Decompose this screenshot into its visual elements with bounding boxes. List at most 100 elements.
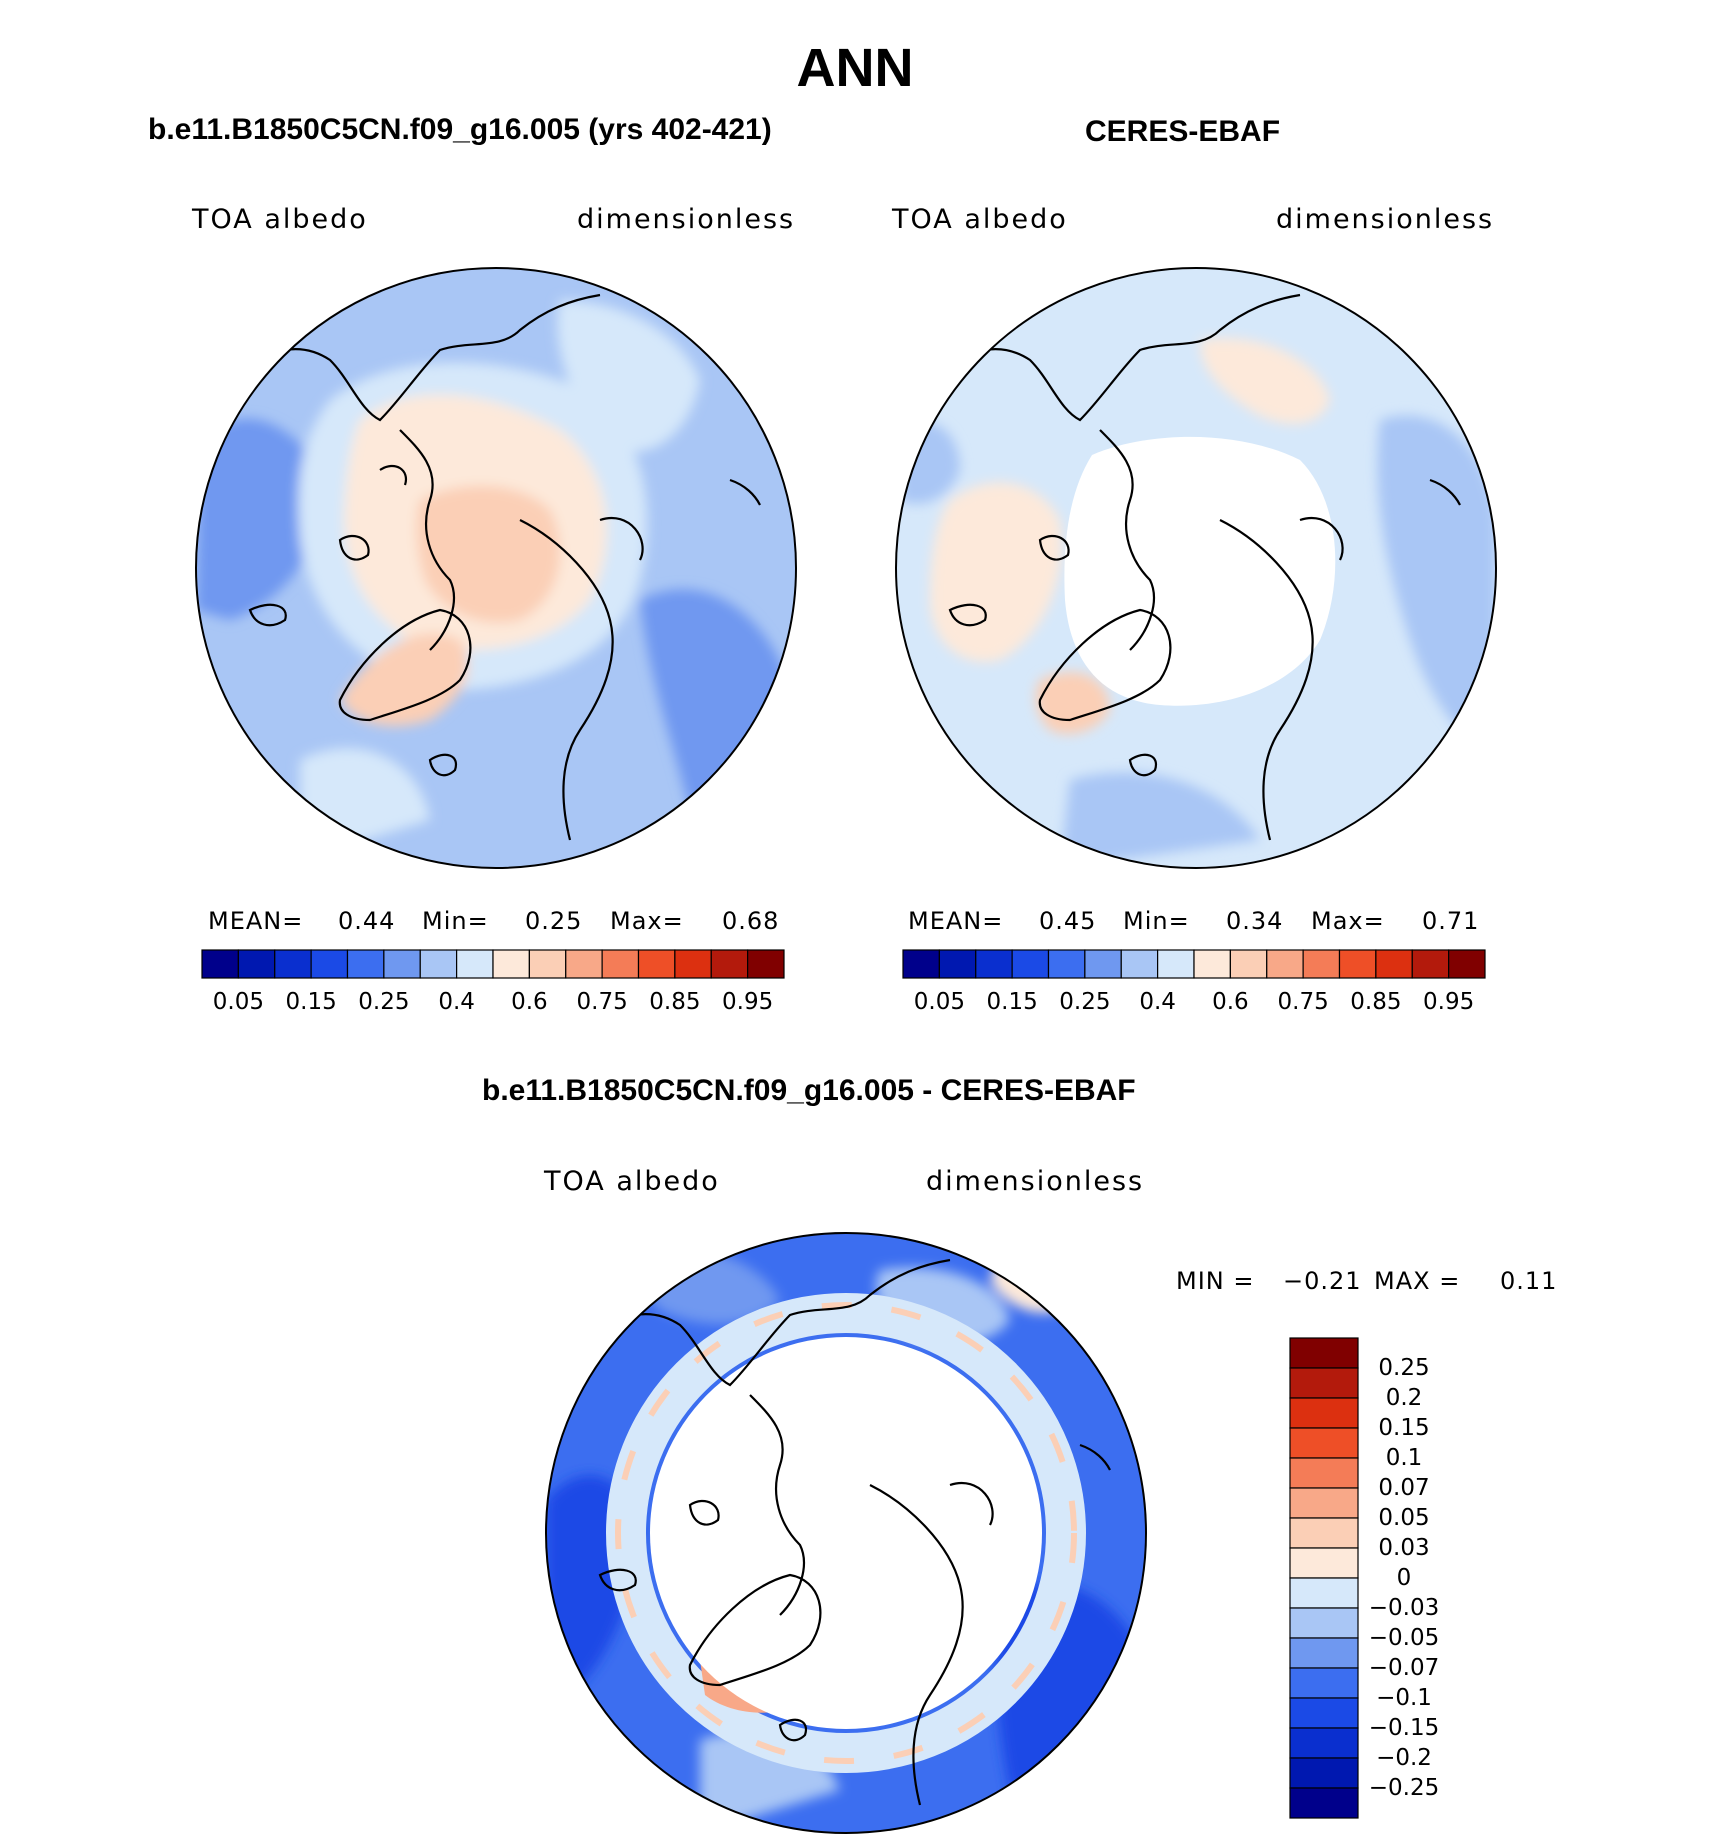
model-colorbar-cell [383, 949, 421, 979]
model-colorbar-cell [237, 949, 276, 979]
diff-colorbar-cell [1289, 1607, 1359, 1639]
diff-colorbar-cell [1289, 1727, 1359, 1759]
diff-ring-positive-patches [615, 1302, 1077, 1764]
diff-variable-label: TOA albedo [544, 1166, 720, 1197]
diff-ring-band [606, 1293, 1086, 1773]
diff-no-data-region [650, 1337, 1042, 1729]
model-colorbar-cell [419, 949, 458, 979]
model-colorbar-tick-label: 0.05 [212, 989, 264, 1015]
obs-colorbar-tick-label: 0.15 [986, 989, 1038, 1015]
obs-coastlines [939, 293, 1461, 841]
diff-polar-map [545, 1232, 1147, 1834]
model-colorbar-tick-label: 0.6 [511, 989, 548, 1015]
model-min-label: Min= [422, 907, 489, 935]
obs-variable-label: TOA albedo [892, 204, 1068, 235]
diff-colorbar-cell [1289, 1427, 1359, 1459]
obs-colorbar-tick-label: 0.95 [1423, 989, 1475, 1015]
obs-max-value: 0.71 [1422, 907, 1480, 935]
diff-max-label: MAX = [1374, 1267, 1461, 1295]
diff-colorbar-tick-label: 0 [1396, 1565, 1412, 1591]
diff-colorbar-cell [1289, 1517, 1359, 1549]
diff-colorbar-cell [1289, 1547, 1359, 1579]
obs-panel-title: CERES-EBAF [1085, 115, 1281, 148]
diff-colorbar-tick-label: −0.25 [1368, 1775, 1440, 1801]
model-colorbar-cell [565, 949, 603, 979]
obs-map-border [895, 267, 1497, 869]
model-colorbar-tick-label: 0.85 [649, 989, 701, 1015]
obs-units-label: dimensionless [1276, 204, 1495, 235]
diff-max-value: 0.11 [1500, 1267, 1558, 1295]
diff-colorbar-tick-label: −0.15 [1368, 1715, 1440, 1741]
model-map-border [195, 267, 797, 869]
model-colorbar-cell [310, 949, 349, 979]
obs-colorbar-cell [1229, 949, 1268, 979]
diff-colorbar-cell [1289, 1367, 1359, 1399]
diff-colorbar-tick-label: 0.05 [1378, 1505, 1430, 1531]
diff-colorbar-tick-label: −0.05 [1368, 1625, 1440, 1651]
diff-colorbar-tick-label: 0.1 [1385, 1445, 1423, 1471]
obs-colorbar-tick-label: 0.4 [1139, 989, 1176, 1015]
obs-mean-value: 0.45 [1039, 907, 1097, 935]
diff-colorbar-tick-label: −0.07 [1368, 1655, 1440, 1681]
diff-colorbar [1289, 1337, 1359, 1819]
diff-colorbar-cell [1289, 1637, 1359, 1669]
obs-colorbar-tick-label: 0.75 [1277, 989, 1329, 1015]
model-mean-value: 0.44 [338, 907, 396, 935]
model-colorbar-cell [747, 949, 785, 979]
obs-colorbar-tick-label: 0.6 [1212, 989, 1249, 1015]
diff-colorbar-tick-label: 0.15 [1378, 1415, 1430, 1441]
diff-colorbar-cell [1289, 1397, 1359, 1429]
model-panel-title: b.e11.B1850C5CN.f09_g16.005 (yrs 402-421… [148, 113, 772, 146]
model-max-value: 0.68 [722, 907, 780, 935]
model-colorbar-cell [274, 949, 312, 979]
obs-colorbar-cell [1448, 949, 1486, 979]
model-colorbar-tick-label: 0.75 [576, 989, 628, 1015]
obs-colorbar-cell [975, 949, 1013, 979]
obs-colorbar [902, 949, 1486, 979]
model-colorbar-cell [492, 949, 530, 979]
model-colorbar-cell [710, 949, 749, 979]
model-polar-map [195, 267, 797, 869]
model-coastlines [239, 293, 761, 841]
model-colorbar-tick-label: 0.15 [285, 989, 337, 1015]
obs-polar-map [895, 267, 1497, 869]
obs-no-data-region [1064, 436, 1336, 706]
obs-colorbar-cell [938, 949, 977, 979]
model-colorbar [201, 949, 785, 979]
model-colorbar-cell [601, 949, 640, 979]
obs-min-label: Min= [1123, 907, 1190, 935]
model-colorbar-cell [528, 949, 567, 979]
diff-units-label: dimensionless [926, 1166, 1145, 1197]
diff-colorbar-cell [1289, 1337, 1359, 1369]
diff-colorbar-cell [1289, 1667, 1359, 1699]
model-colorbar-cell [201, 949, 239, 979]
obs-min-value: 0.34 [1226, 907, 1284, 935]
diff-colorbar-tick-label: −0.03 [1368, 1595, 1440, 1621]
diff-colorbar-cell [1289, 1487, 1359, 1519]
model-colorbar-cell [674, 949, 712, 979]
model-colorbar-tick-label: 0.4 [438, 989, 475, 1015]
model-colorbar-cell [637, 949, 676, 979]
diff-colorbar-tick-label: −0.1 [1376, 1685, 1432, 1711]
model-min-value: 0.25 [525, 907, 583, 935]
obs-colorbar-cell [1375, 949, 1413, 979]
obs-colorbar-cell [1047, 949, 1086, 979]
obs-colorbar-cell [1266, 949, 1304, 979]
diff-colorbar-tick-label: 0.2 [1385, 1385, 1423, 1411]
obs-colorbar-tick-label: 0.85 [1350, 989, 1402, 1015]
model-units-label: dimensionless [577, 204, 796, 235]
obs-mean-label: MEAN= [908, 907, 1004, 935]
diff-map-border [545, 1232, 1147, 1834]
diff-colorbar-tick-label: 0.03 [1378, 1535, 1430, 1561]
obs-colorbar-cell [1411, 949, 1450, 979]
obs-colorbar-cell [902, 949, 940, 979]
obs-colorbar-cell [1120, 949, 1159, 979]
diff-panel-title: b.e11.B1850C5CN.f09_g16.005 - CERES-EBAF [482, 1074, 1136, 1107]
diff-colorbar-tick-label: 0.25 [1378, 1355, 1430, 1381]
obs-colorbar-cell [1338, 949, 1377, 979]
obs-colorbar-cell [1302, 949, 1341, 979]
diff-coastlines [589, 1258, 1111, 1806]
model-colorbar-cell [456, 949, 494, 979]
model-colorbar-tick-label: 0.95 [722, 989, 774, 1015]
